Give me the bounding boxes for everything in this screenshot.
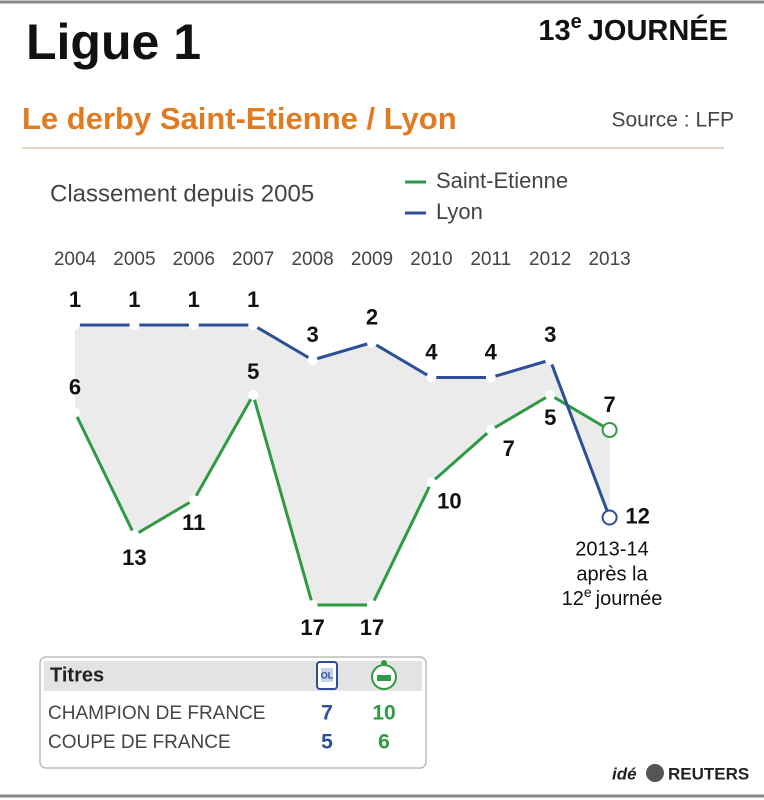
saint-etienne-count: 10 (372, 702, 395, 725)
point (601, 509, 618, 526)
titles-table: Titres OL CHAMPION DE FRANCE 7 10 COUPE … (39, 656, 427, 769)
annotation: 2013-14 (575, 538, 648, 560)
data-label: 5 (544, 405, 556, 430)
point (601, 422, 618, 438)
data-label: 2 (366, 304, 378, 329)
title: Ligue 1 (26, 14, 201, 70)
x-tick-label: 2007 (232, 249, 274, 270)
point (545, 355, 556, 365)
data-label: 4 (425, 339, 438, 364)
row-label: CHAMPION DE FRANCE (48, 703, 265, 724)
data-label: 3 (306, 322, 318, 347)
point (426, 477, 437, 488)
point (129, 530, 140, 540)
point (307, 600, 318, 610)
point (70, 320, 80, 330)
round: 13e JOURNÉE (538, 11, 728, 46)
x-tick-label: 2013 (588, 249, 630, 270)
point (188, 495, 199, 505)
agency-reuters: REUTERS (668, 764, 749, 783)
point (426, 372, 437, 383)
point (485, 372, 496, 383)
table-header-bg (44, 661, 422, 691)
agency-ide: idé (612, 764, 637, 783)
point (188, 320, 199, 330)
point (248, 320, 259, 330)
svg-text:OL: OL (321, 670, 334, 680)
x-tick-label: 2006 (173, 249, 215, 270)
annotation-sup: e (584, 584, 592, 600)
lyon-count: 5 (321, 731, 333, 754)
round-number: 13 (538, 15, 570, 47)
gap-area (75, 325, 610, 605)
saint-etienne-count: 6 (378, 731, 390, 754)
x-tick-label: 2008 (291, 249, 333, 270)
x-tick-label: 2010 (410, 249, 452, 270)
plot: 2004 2005 2006 2007 2008 2009 2010 2011 2012 2013… (54, 168, 663, 640)
legend-label: Lyon (436, 199, 483, 224)
data-label: 1 (247, 287, 259, 312)
point (307, 355, 318, 365)
series-line (75, 323, 612, 519)
point (70, 407, 80, 418)
point (248, 390, 259, 400)
data-label: 17 (300, 615, 324, 640)
data-label: 1 (69, 287, 81, 312)
data-label: 13 (122, 545, 146, 570)
point (485, 425, 496, 435)
annotation: 12e journée (562, 584, 663, 611)
data-label: 4 (485, 339, 498, 364)
data-label: 7 (603, 392, 615, 417)
legend-label: Saint-Etienne (436, 168, 568, 193)
x-tick-label: 2012 (529, 249, 571, 270)
chart-title: Classement depuis 2005 (50, 180, 314, 207)
x-tick-label: 2011 (470, 249, 511, 270)
point (129, 320, 140, 330)
round-rest: JOURNÉE (588, 13, 728, 47)
source: Source : LFP (611, 109, 734, 132)
data-label: 10 (437, 488, 461, 513)
data-label: 7 (503, 436, 515, 461)
annotation-number: 12 (562, 588, 584, 610)
point (367, 337, 377, 348)
point (545, 390, 556, 400)
lyon-count: 7 (321, 702, 333, 725)
data-label: 6 (69, 374, 81, 399)
x-tick-label: 2009 (351, 249, 393, 270)
row-label: COUPE DE FRANCE (48, 732, 231, 753)
annotation: après la (576, 563, 648, 585)
table-header: Titres (50, 664, 104, 686)
data-label: 1 (188, 287, 200, 312)
data-label: 17 (360, 615, 384, 640)
data-label: 12 (625, 503, 649, 528)
lyon-logo: OL (316, 661, 338, 690)
reuters-logo (646, 764, 664, 782)
x-tick-label: 2005 (113, 249, 155, 270)
data-label: 5 (247, 359, 259, 384)
subtitle: Le derby Saint-Etienne / Lyon (22, 101, 457, 136)
x-tick-label: 2004 (54, 249, 97, 270)
round-sup: e (571, 11, 582, 33)
data-label: 11 (182, 510, 205, 535)
data-label: 3 (544, 322, 556, 347)
point (367, 600, 377, 610)
saint-etienne-logo (371, 660, 397, 690)
series-line (73, 391, 611, 607)
annotation-rest: journée (595, 588, 663, 610)
data-label: 1 (128, 287, 140, 312)
